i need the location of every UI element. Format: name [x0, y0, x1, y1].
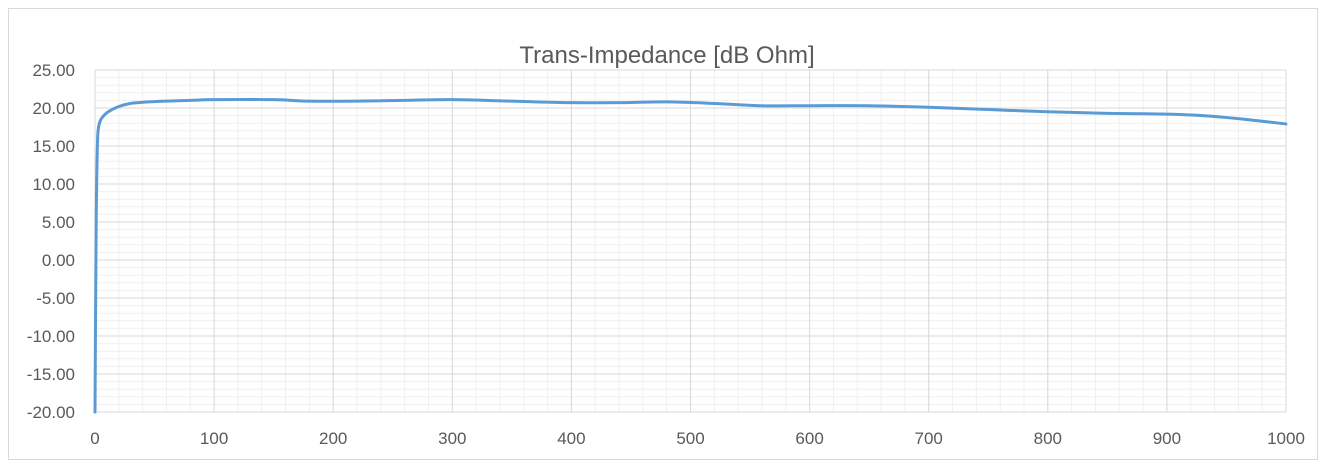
series-group — [93, 97, 1288, 414]
x-tick-label: 700 — [915, 429, 943, 448]
y-tick-label: 0.00 — [42, 251, 75, 270]
x-tick-label: 600 — [795, 429, 823, 448]
x-tick-label: 400 — [557, 429, 585, 448]
grid-major — [94, 69, 1287, 413]
y-tick-label: -20.00 — [27, 403, 75, 422]
chart-title: Trans-Impedance [dB Ohm] — [519, 42, 814, 69]
chart-svg: Trans-Impedance [dB Ohm] -20.00 -15.00 -10… — [27, 42, 1305, 448]
x-tick-label: 500 — [676, 429, 704, 448]
y-tick-label: 15.00 — [32, 137, 75, 156]
x-tick-label: 100 — [200, 429, 228, 448]
y-tick-label: 20.00 — [32, 99, 75, 118]
y-tick-label: -15.00 — [27, 365, 75, 384]
y-tick-label: -10.00 — [27, 327, 75, 346]
y-tick-label: -5.00 — [36, 289, 75, 308]
x-axis-tick-labels: 0 100 200 300 400 500 600 700 800 900 1000 — [90, 429, 1305, 448]
y-tick-label: 10.00 — [32, 175, 75, 194]
y-axis-tick-labels: -20.00 -15.00 -10.00 -5.00 0.00 5.00 10.00 15.0… — [27, 61, 75, 422]
x-tick-label: 200 — [319, 429, 347, 448]
series-line — [93, 97, 1288, 414]
x-tick-label: 900 — [1153, 429, 1181, 448]
x-tick-label: 1000 — [1267, 429, 1305, 448]
x-tick-label: 300 — [438, 429, 466, 448]
y-tick-label: 25.00 — [32, 61, 75, 80]
x-tick-label: 800 — [1034, 429, 1062, 448]
y-tick-label: 5.00 — [42, 213, 75, 232]
x-tick-label: 0 — [90, 429, 99, 448]
chart-area: Trans-Impedance [dB Ohm] -20.00 -15.00 -10… — [8, 8, 1318, 460]
